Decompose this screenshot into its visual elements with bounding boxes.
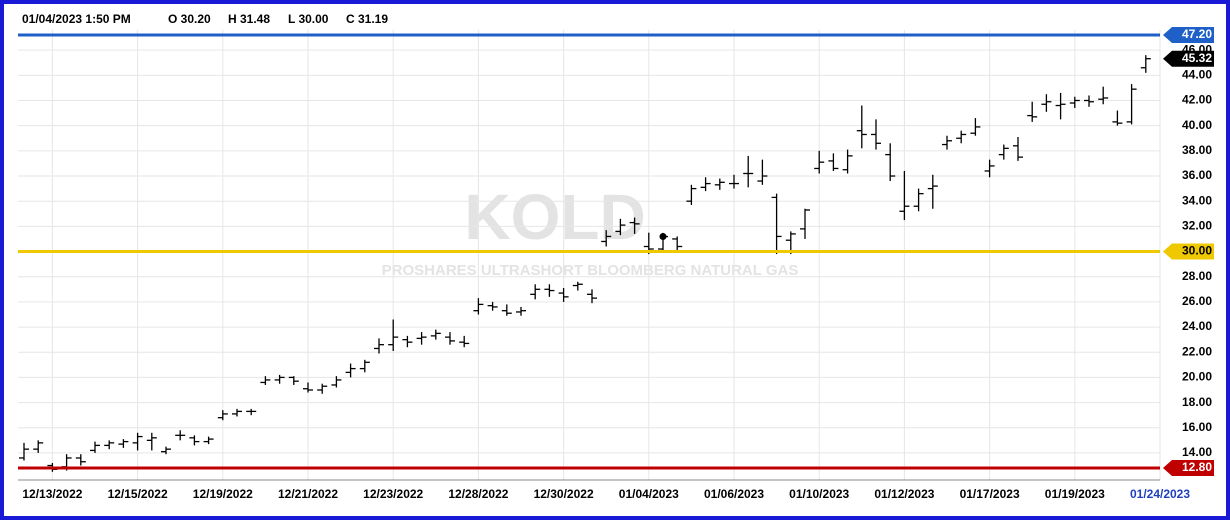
reference-label-box	[1163, 27, 1214, 44]
x-tick-label: 01/19/2023	[1045, 487, 1105, 501]
x-tick-label: 12/28/2022	[448, 487, 508, 501]
reference-label: 12.80	[1182, 460, 1212, 474]
readout-low: L 30.00	[288, 12, 329, 26]
x-tick-label: 01/10/2023	[789, 487, 849, 501]
x-tick-label: 01/06/2023	[704, 487, 764, 501]
y-tick-label: 32.00	[1182, 219, 1212, 233]
reference-label: 47.20	[1182, 27, 1212, 41]
readout-high: H 31.48	[228, 12, 270, 26]
reference-label-box	[1163, 460, 1214, 477]
y-tick-label: 42.00	[1182, 93, 1212, 107]
y-tick-label: 38.00	[1182, 143, 1212, 157]
x-tick-label: 12/13/2022	[22, 487, 82, 501]
x-tick-label: 12/30/2022	[534, 487, 594, 501]
selected-point	[659, 233, 667, 241]
x-tick-label: 12/15/2022	[108, 487, 168, 501]
x-tick-label: 12/19/2022	[193, 487, 253, 501]
x-tick-label: 01/04/2023	[619, 487, 679, 501]
reference-label-box	[1163, 243, 1214, 260]
y-tick-label: 22.00	[1182, 344, 1212, 358]
x-tick-label: 01/24/2023	[1130, 487, 1190, 501]
x-tick-label: 01/17/2023	[960, 487, 1020, 501]
y-tick-label: 40.00	[1182, 118, 1212, 132]
y-tick-label: 34.00	[1182, 193, 1212, 207]
watermark: KOLD	[464, 181, 645, 253]
last-price-label: 45.32	[1182, 51, 1212, 65]
x-tick-label: 01/12/2023	[874, 487, 934, 501]
readout-open: O 30.20	[168, 12, 211, 26]
y-tick-label: 36.00	[1182, 168, 1212, 182]
y-tick-label: 44.00	[1182, 67, 1212, 81]
reference-label: 30.00	[1182, 244, 1212, 258]
x-tick-label: 12/21/2022	[278, 487, 338, 501]
readout-close: C 31.19	[346, 12, 388, 26]
y-tick-label: 26.00	[1182, 294, 1212, 308]
y-tick-label: 14.00	[1182, 445, 1212, 459]
x-tick-label: 12/23/2022	[363, 487, 423, 501]
y-tick-label: 24.00	[1182, 319, 1212, 333]
y-tick-label: 28.00	[1182, 269, 1212, 283]
y-tick-label: 16.00	[1182, 420, 1212, 434]
watermark-subtitle: PROSHARES ULTRASHORT BLOOMBERG NATURAL G…	[382, 262, 799, 279]
y-tick-label: 20.00	[1182, 370, 1212, 384]
readout-datetime: 01/04/2023 1:50 PM	[22, 12, 131, 26]
last-price-box	[1163, 50, 1214, 67]
y-tick-label: 18.00	[1182, 395, 1212, 409]
